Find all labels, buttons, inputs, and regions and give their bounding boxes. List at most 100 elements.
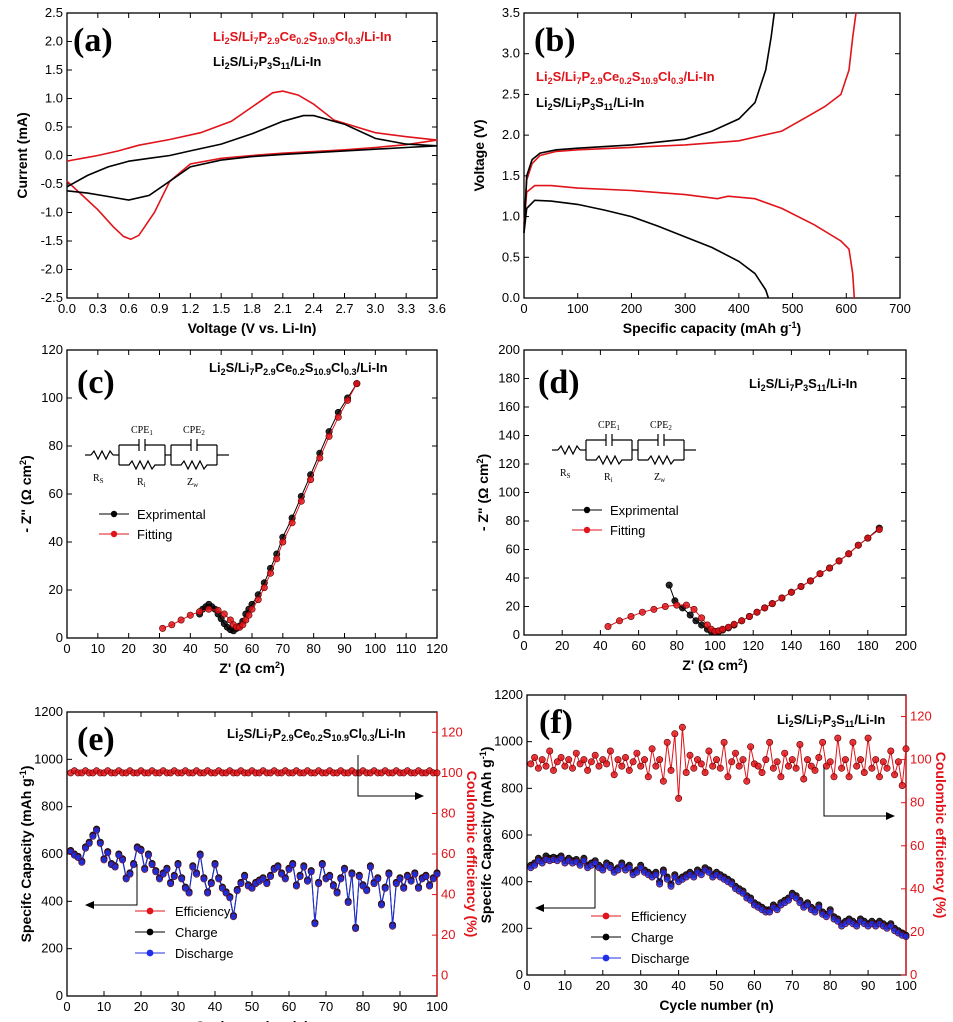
x-tick-label: 0.3 [89,301,107,316]
data-point [834,917,842,925]
data-point [724,773,732,781]
x-tick-label: 70 [319,999,333,1014]
data-point [307,868,315,876]
data-point [709,762,717,770]
data-point [93,826,101,834]
data-point [648,745,656,753]
data-point [822,913,830,921]
data-point [111,863,119,871]
y2-tick-label: 40 [441,887,455,902]
data-point [868,764,876,772]
plot-frame [523,12,901,299]
data-point [604,622,612,630]
data-point [826,564,834,572]
panel-label: (c) [77,364,115,401]
data-point [266,872,274,880]
y-tick-label: 180 [498,371,520,386]
circuit-label: CPE2 [183,425,205,437]
data-point [119,856,127,864]
data-point [591,751,599,759]
arrow-right [357,755,416,797]
circuit-label: CPE1 [598,420,620,432]
data-point [803,901,811,909]
series-line [66,114,438,201]
data-point [296,872,304,880]
x-tick-label: 120 [426,641,448,656]
x-tick-label: 60 [631,638,645,653]
data-point [637,762,645,770]
data-point [325,432,333,440]
data-point [248,605,256,613]
data-point [719,625,727,633]
data-point [561,762,569,770]
x-tick-label: 0 [523,978,530,993]
y-tick-label: 2.5 [502,86,520,101]
y-tick-label: 120 [41,342,63,357]
x-tick-label: 70 [276,641,290,656]
data-point [303,877,311,885]
data-point [692,617,700,625]
data-point [705,747,713,755]
data-point [690,605,698,613]
data-point [307,476,315,484]
data-point [698,621,706,629]
legend-entry: Exprimental [137,507,206,522]
circuit-label: RS [560,468,571,480]
data-point [614,866,622,874]
y-tick-label: 800 [41,799,63,814]
plot-frame [66,711,438,997]
data-point [845,550,853,558]
arrow-left [543,865,596,909]
data-point [705,868,713,876]
circuit-label: Ri [604,472,613,484]
x-tick-label: 100 [364,641,386,656]
y2-axis-label: Coulombic efficiency (%) [933,752,949,918]
data-point [614,756,622,764]
data-point [887,922,895,930]
x-tick-label: 140 [781,638,803,653]
data-point [686,611,694,619]
panel-label: (e) [77,721,115,758]
data-point [260,584,268,592]
data-point [811,908,819,916]
legend-entry: Efficiency [631,909,687,924]
data-point [411,870,419,878]
data-point [766,738,774,746]
data-point [137,846,145,854]
series-line [523,12,857,229]
data-point [872,756,880,764]
data-point [433,870,441,878]
legend-entry: Fitting [610,523,645,538]
x-axis-label: Specific capacity (mAh g-1) [623,320,801,336]
data-point [753,608,761,616]
legend-entry: Li2S/Li7P2.9Ce0.2S10.9Cl0.3/Li-In [213,29,392,46]
y-tick-label: 0 [516,967,523,982]
impedance-zw [638,454,684,466]
x-tick-label: 60 [245,641,259,656]
y2-tick-label: 120 [441,724,463,739]
data-point [787,588,795,596]
data-point [659,868,667,876]
y-tick-label: 0.0 [502,290,520,305]
resistor-rs [557,444,581,456]
data-point [682,601,690,609]
data-point [633,868,641,876]
x-tick-label: 500 [782,301,804,316]
x-tick-label: 10 [91,641,105,656]
x-tick-label: 10 [97,999,111,1014]
data-point [728,758,736,766]
x-tick-label: 200 [621,301,643,316]
data-point [656,880,664,888]
data-point [549,766,557,774]
data-point [211,861,219,869]
data-point [168,621,176,629]
data-point [426,882,434,890]
x-tick-label: 30 [633,978,647,993]
data-point [220,610,228,618]
data-point [849,738,857,746]
data-point [754,762,762,770]
y-tick-label: 2.0 [45,34,63,49]
data-point [797,582,805,590]
data-point [712,756,720,764]
data-point [864,734,872,742]
